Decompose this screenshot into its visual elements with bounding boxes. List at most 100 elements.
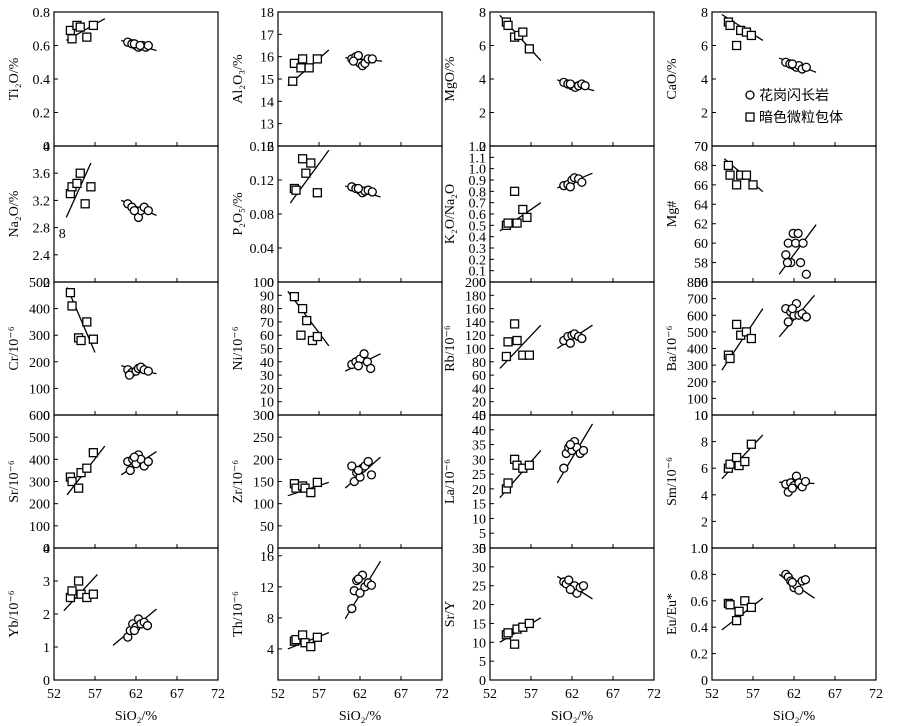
plot-frame bbox=[489, 281, 655, 416]
y-tick-label: 40 bbox=[260, 356, 274, 371]
granodiorite-point bbox=[801, 62, 811, 72]
y-tick-label: 17 bbox=[260, 28, 274, 43]
enclave-point bbox=[75, 168, 85, 178]
y-axis-label: Th/10⁻⁶ bbox=[231, 591, 246, 637]
enclave-point bbox=[65, 287, 76, 298]
y-tick-label: 200 bbox=[29, 498, 50, 513]
y-tick-label: 800 bbox=[687, 276, 708, 291]
enclave-point bbox=[88, 448, 99, 458]
y-tick-label: 8 bbox=[479, 6, 486, 21]
granodiorite-point bbox=[366, 363, 376, 374]
enclave-point bbox=[296, 63, 306, 73]
y-tick-label: 200 bbox=[253, 453, 274, 468]
y-tick-label: 62 bbox=[694, 218, 708, 233]
enclave-point bbox=[731, 319, 742, 330]
enclave-point bbox=[746, 602, 757, 613]
y-tick-label: 0.4 bbox=[691, 621, 709, 636]
plot-frame bbox=[53, 281, 219, 416]
chart-panel-13: 0 100 200 300 400 500 600 Sr/10⁻⁶ bbox=[7, 409, 219, 557]
chart-panel-8: 56 58 60 62 64 66 68 70 Mg# bbox=[665, 140, 877, 291]
enclave-point bbox=[75, 22, 85, 32]
y-tick-label: 2 bbox=[701, 107, 708, 122]
y-tick-label: 140 bbox=[465, 316, 486, 331]
granodiorite-point bbox=[124, 370, 135, 380]
enclave-point bbox=[312, 54, 323, 64]
enclave-point bbox=[306, 641, 316, 652]
y-tick-label: 0.9 bbox=[469, 174, 487, 189]
chart-panel-19: 0 5 10 15 20 25 30 35 52 57 62 67 72 SiO₂/% Sr/Y bbox=[443, 542, 661, 724]
y-tick-label: 6 bbox=[701, 40, 708, 55]
y-tick-label: 0 bbox=[479, 276, 486, 291]
legend-label: 暗色微粒包体 bbox=[759, 109, 843, 126]
y-tick-label: 90 bbox=[260, 289, 274, 304]
enclave-point bbox=[297, 303, 308, 314]
x-axis-label: SiO₂/% bbox=[551, 709, 594, 724]
granodiorite-point bbox=[578, 581, 589, 591]
y-tick-label: 0 bbox=[701, 542, 708, 557]
enclave-point bbox=[509, 186, 520, 196]
enclave-point bbox=[67, 34, 77, 44]
granodiorite-point bbox=[781, 250, 791, 260]
enclave-point bbox=[731, 452, 742, 463]
plot-frame bbox=[277, 145, 443, 283]
chart-panel-6: 0 0.04 0.08 0.12 0.16 P₂O₅/% bbox=[231, 140, 443, 291]
granodiorite-point bbox=[559, 463, 569, 473]
chart-panel-14: 0 50 100 150 200 250 300 Zr/10⁻⁶ bbox=[231, 409, 443, 557]
granodiorite-point bbox=[565, 182, 576, 192]
y-tick-label: 100 bbox=[253, 498, 274, 513]
y-tick-label: 100 bbox=[253, 276, 274, 291]
y-tick-label: 5 bbox=[479, 527, 486, 542]
granodiorite-point bbox=[577, 177, 587, 187]
enclave-point bbox=[82, 32, 92, 42]
granodiorite-point bbox=[135, 40, 145, 51]
chart-panel-1: 0 0.2 0.4 0.6 0.8 Ti₂O/% bbox=[7, 6, 219, 155]
granodiorite-point bbox=[353, 183, 364, 194]
y-tick-label: 8 bbox=[267, 612, 274, 627]
enclave-point bbox=[741, 170, 752, 180]
y-tick-label: 4 bbox=[43, 140, 50, 155]
enclave-point bbox=[501, 351, 512, 362]
y-tick-label: 40 bbox=[472, 424, 486, 439]
y-axis-label: La/10⁻⁶ bbox=[443, 459, 458, 504]
x-tick-label: 62 bbox=[353, 687, 367, 702]
y-tick-label: 8 bbox=[701, 6, 708, 21]
plot-frame bbox=[277, 547, 443, 681]
y-tick-label: 60 bbox=[260, 329, 274, 344]
enclave-point bbox=[740, 596, 750, 606]
y-tick-label: 10 bbox=[472, 512, 486, 527]
enclave-point bbox=[297, 630, 308, 640]
enclave-point bbox=[306, 487, 316, 498]
y-tick-label: 0.04 bbox=[250, 242, 275, 257]
y-tick-label: 64 bbox=[694, 198, 708, 213]
y-tick-label: 0.5 bbox=[469, 219, 487, 234]
y-tick-label: 3.6 bbox=[33, 167, 51, 182]
granodiorite-point bbox=[142, 620, 153, 631]
y-tick-label: 45 bbox=[472, 409, 486, 424]
y-tick-label: 3 bbox=[43, 575, 50, 590]
y-tick-label: 700 bbox=[687, 293, 708, 308]
enclave-point bbox=[740, 456, 750, 467]
granodiorite-point bbox=[800, 575, 811, 585]
enclave-point bbox=[82, 317, 92, 327]
y-tick-label: 100 bbox=[687, 392, 708, 407]
granodiorite-point bbox=[366, 580, 377, 590]
x-tick-label: 62 bbox=[787, 687, 801, 702]
y-axis-label: Rb/10⁻⁶ bbox=[443, 325, 458, 372]
y-tick-label: 4 bbox=[701, 489, 708, 504]
x-tick-label: 62 bbox=[565, 687, 579, 702]
trend-line bbox=[499, 324, 542, 369]
y-tick-label: 0 bbox=[43, 409, 50, 424]
enclave-point bbox=[312, 331, 323, 342]
granodiorite-point bbox=[353, 574, 364, 584]
granodiorite-point bbox=[793, 228, 803, 239]
y-tick-label: 16 bbox=[260, 550, 274, 565]
y-tick-label: 100 bbox=[29, 520, 50, 535]
y-tick-label: 0 bbox=[701, 140, 708, 155]
y-tick-label: 1.0 bbox=[691, 542, 709, 557]
y-tick-label: 10 bbox=[472, 636, 486, 651]
x-tick-label: 72 bbox=[435, 687, 449, 702]
enclave-point bbox=[524, 618, 535, 629]
